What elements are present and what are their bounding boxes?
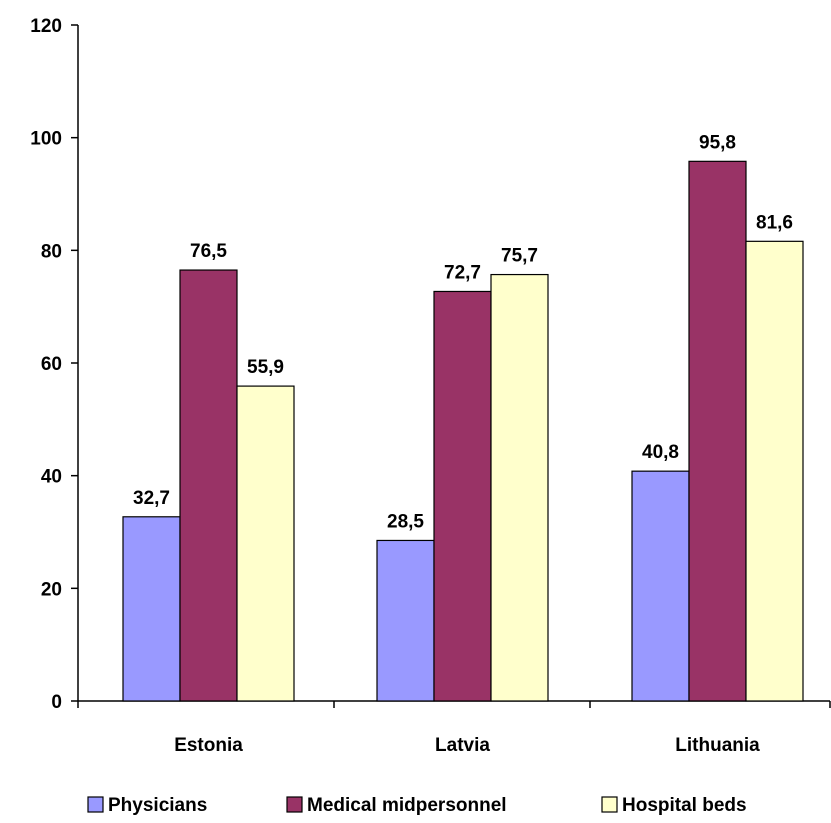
y-tick-label: 20 — [41, 579, 62, 600]
data-label: 72,7 — [444, 262, 481, 283]
legend: Physicians Medical midpersonnel Hospital b… — [87, 795, 747, 816]
data-label: 55,9 — [247, 357, 284, 378]
bar-medical-midpersonnel — [433, 290, 492, 702]
x-tick-label: Lithuania — [675, 735, 760, 756]
legend-swatch — [87, 796, 104, 813]
legend-swatch — [601, 796, 618, 813]
data-label: 75,7 — [501, 246, 538, 267]
data-label: 28,5 — [387, 511, 424, 532]
bars — [122, 160, 804, 702]
legend-label: Physicians — [108, 795, 207, 816]
data-label: 76,5 — [190, 241, 227, 262]
bar-hospital-beds — [236, 385, 295, 702]
data-label: 95,8 — [699, 132, 736, 153]
data-labels: 32,7 28,5 40,8 76,5 72,7 95,8 55,9 75,7 81,6 — [133, 132, 793, 532]
y-tick-label: 0 — [51, 692, 62, 713]
y-tick-label: 100 — [30, 129, 62, 150]
bar-physicians — [122, 516, 181, 702]
y-axis: 0 20 40 60 80 100 120 — [30, 16, 79, 713]
y-tick-label: 60 — [41, 354, 62, 375]
bar-hospital-beds — [745, 240, 804, 702]
data-label: 40,8 — [642, 442, 679, 463]
bar-medical-midpersonnel — [688, 160, 747, 702]
bar-physicians — [376, 539, 435, 702]
data-label: 81,6 — [756, 212, 793, 233]
legend-swatch — [286, 796, 303, 813]
bar-hospital-beds — [490, 273, 549, 702]
bar-physicians — [631, 470, 690, 702]
legend-label: Medical midpersonnel — [307, 795, 507, 816]
y-tick-label: 40 — [41, 467, 62, 488]
x-tick-label: Estonia — [174, 735, 243, 756]
x-axis: Estonia Latvia Lithuania — [77, 700, 831, 756]
y-tick-label: 80 — [41, 241, 62, 262]
data-label: 32,7 — [133, 488, 170, 509]
x-tick-label: Latvia — [435, 735, 490, 756]
legend-label: Hospital beds — [622, 795, 747, 816]
y-tick-label: 120 — [30, 16, 62, 37]
bar-medical-midpersonnel — [179, 269, 238, 702]
